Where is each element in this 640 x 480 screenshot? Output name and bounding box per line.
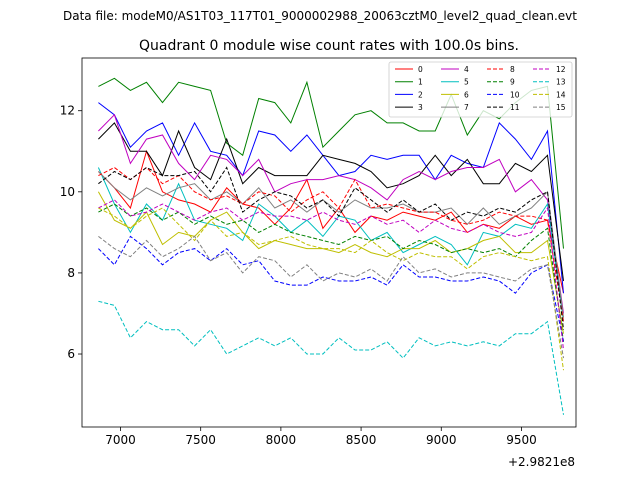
series-15-line [98, 235, 564, 359]
x-tick-label: 8000 [266, 433, 297, 447]
series-12-line [98, 199, 564, 351]
series-8-line [98, 166, 564, 322]
legend-label-0: 0 [418, 65, 423, 74]
series-2-line [98, 102, 564, 294]
legend-label-14: 14 [556, 90, 566, 99]
series-9-line [98, 203, 564, 342]
x-axis: 7000 7500 8000 8500 9000 9500 [105, 427, 537, 447]
legend-label-15: 15 [556, 103, 566, 112]
series-13-line [98, 300, 564, 415]
legend-label-3: 3 [418, 103, 423, 112]
y-tick-label: 10 [60, 185, 75, 199]
legend-label-11: 11 [510, 103, 520, 112]
legend-label-2: 2 [418, 90, 423, 99]
x-tick-label: 7000 [105, 433, 136, 447]
series-6-line [97, 191, 564, 334]
series-3-line [98, 122, 564, 282]
legend-frame [388, 61, 573, 118]
legend-label-5: 5 [464, 78, 469, 87]
x-tick-label: 8500 [346, 433, 377, 447]
series-10-line [98, 235, 564, 342]
series-7-line [98, 171, 564, 318]
series-14-line [98, 207, 564, 371]
legend-label-10: 10 [510, 90, 520, 99]
legend-label-4: 4 [464, 65, 469, 74]
series-layer [97, 77, 564, 415]
y-tick-label: 12 [60, 104, 75, 118]
y-tick-label: 8 [67, 266, 75, 280]
legend-label-9: 9 [510, 78, 515, 87]
series-0-line [98, 149, 564, 294]
legend-label-13: 13 [556, 78, 566, 87]
series-4-line [98, 113, 564, 314]
legend-label-1: 1 [418, 78, 423, 87]
y-tick-label: 6 [67, 347, 75, 361]
x-axis-offset-label: +2.9821e8 [508, 455, 575, 469]
series-11-line [98, 166, 564, 330]
y-axis: 6 8 10 12 [60, 104, 82, 361]
x-tick-label: 9500 [506, 433, 537, 447]
file-suptitle: Data file: modeM0/AS1T03_117T01_90000029… [63, 9, 577, 23]
legend-label-7: 7 [464, 103, 469, 112]
chart-title: Quadrant 0 module wise count rates with … [139, 38, 519, 54]
legend-label-6: 6 [464, 90, 469, 99]
series-5-line [97, 167, 564, 322]
plot-frame [81, 57, 577, 428]
legend-label-12: 12 [556, 65, 566, 74]
legend-label-8: 8 [510, 65, 515, 74]
x-tick-label: 7500 [185, 433, 216, 447]
x-tick-label: 9000 [426, 433, 457, 447]
